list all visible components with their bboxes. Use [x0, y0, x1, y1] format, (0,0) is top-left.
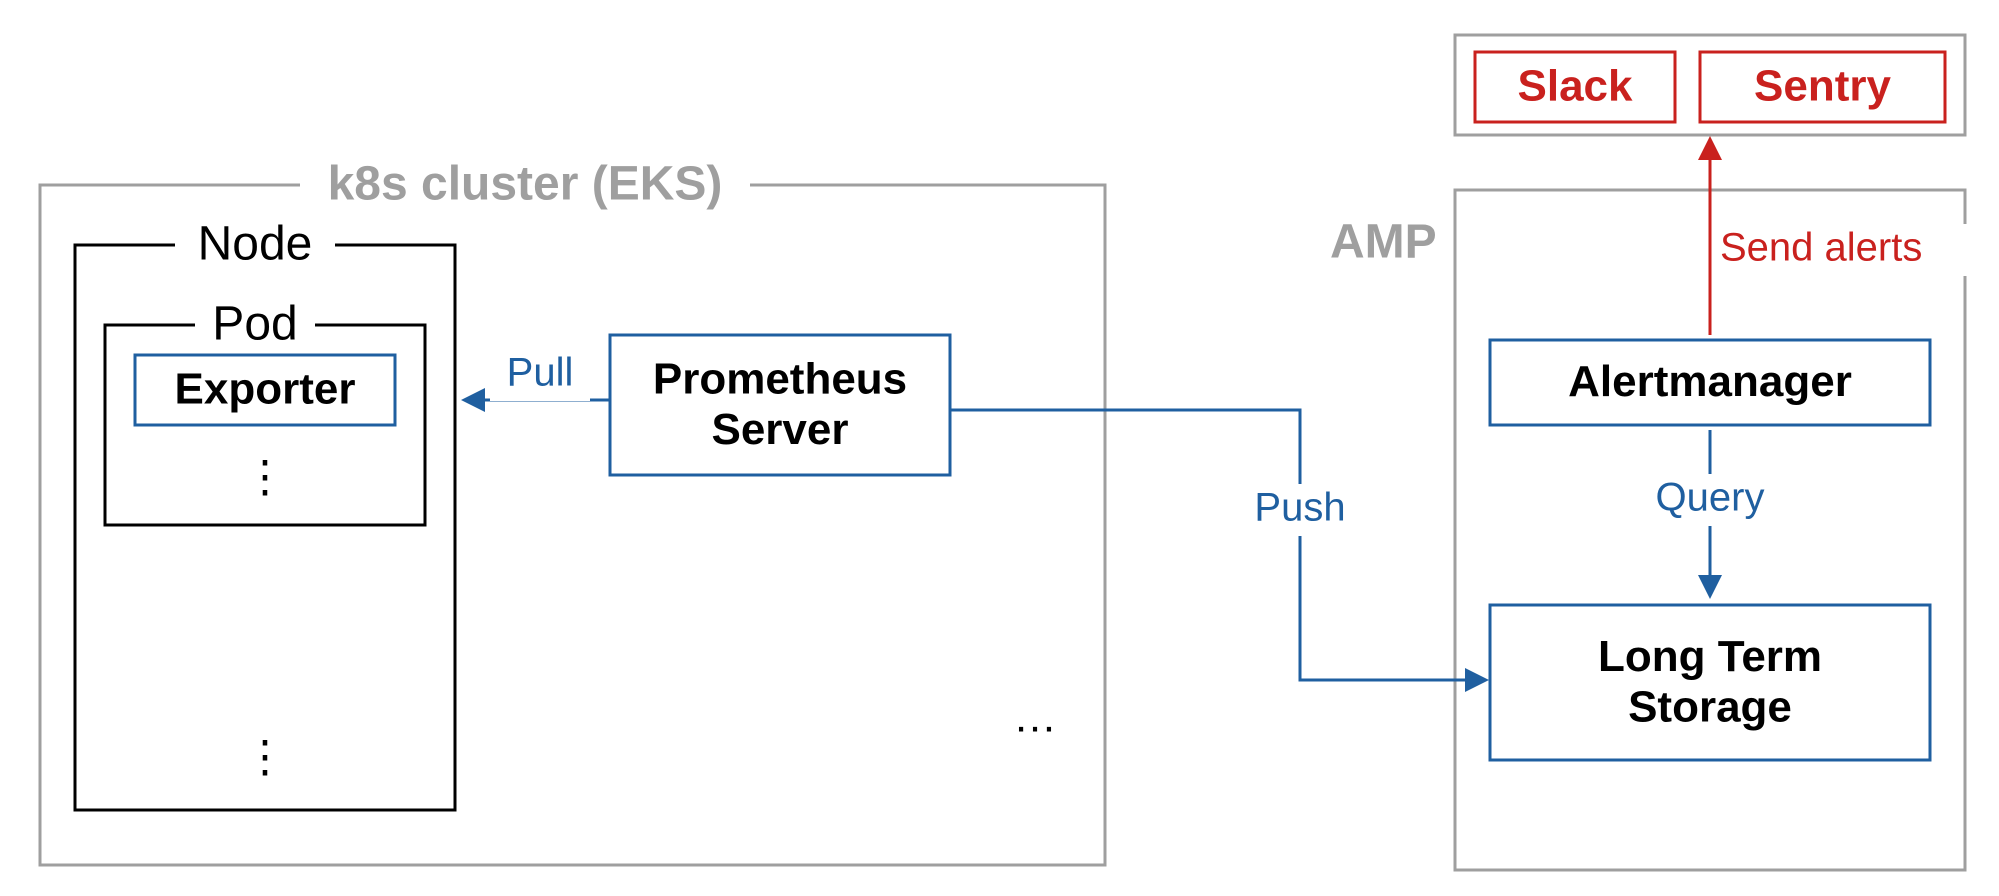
edge-push: Push	[950, 410, 1485, 680]
svg-text:Exporter: Exporter	[175, 365, 356, 414]
box-prometheus: PrometheusServer	[610, 335, 950, 475]
box-slack: Slack	[1475, 52, 1675, 122]
svg-text:Pull: Pull	[507, 351, 574, 395]
svg-text:Server: Server	[711, 405, 848, 454]
svg-text:Query: Query	[1656, 476, 1765, 520]
edge-send_alerts: Send alerts	[1710, 140, 1968, 335]
svg-text:AMP: AMP	[1330, 216, 1437, 269]
svg-text:Storage: Storage	[1628, 682, 1792, 731]
edge-pull: Pull	[465, 349, 610, 401]
svg-text:Node: Node	[198, 218, 313, 271]
ellipsis: ⋮	[243, 733, 287, 782]
architecture-diagram: k8s cluster (EKS) Node Pod AMP Pull Push Quer…	[0, 0, 1999, 896]
svg-text:k8s cluster (EKS): k8s cluster (EKS)	[328, 158, 723, 211]
svg-text:Alertmanager: Alertmanager	[1568, 357, 1852, 406]
container-amp: AMP	[1330, 190, 1965, 870]
box-storage: Long TermStorage	[1490, 605, 1930, 760]
svg-text:Prometheus: Prometheus	[653, 354, 907, 403]
ellipsis: ⋮	[243, 453, 287, 502]
edge-query: Query	[1649, 430, 1771, 595]
box-exporter: Exporter	[135, 355, 395, 425]
ellipsis: …	[1013, 693, 1057, 742]
svg-text:Send alerts: Send alerts	[1720, 226, 1922, 270]
box-sentry: Sentry	[1700, 52, 1945, 122]
svg-text:Push: Push	[1254, 486, 1345, 530]
svg-text:Sentry: Sentry	[1754, 62, 1891, 111]
svg-text:Pod: Pod	[212, 298, 297, 351]
svg-text:Long Term: Long Term	[1598, 632, 1822, 681]
box-alertmanager: Alertmanager	[1490, 340, 1930, 425]
svg-text:Slack: Slack	[1518, 62, 1634, 111]
